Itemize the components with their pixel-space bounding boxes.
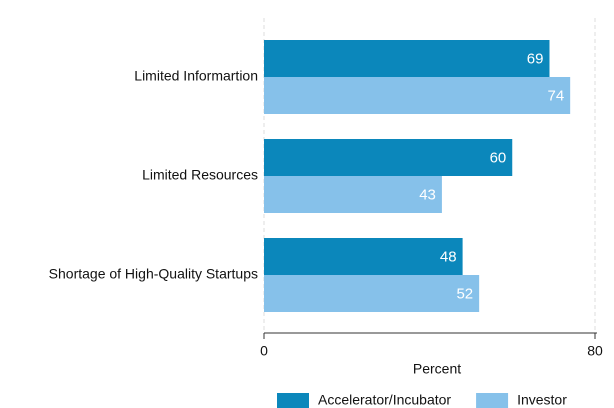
x-tick-label: 0 bbox=[260, 343, 268, 359]
legend-label: Investor bbox=[517, 392, 567, 408]
value-label: 43 bbox=[419, 186, 436, 203]
legend-swatch bbox=[476, 393, 509, 408]
bar bbox=[264, 238, 463, 275]
bar bbox=[264, 77, 571, 114]
y-tick-label: Limited Resources bbox=[142, 167, 258, 183]
value-label: 48 bbox=[440, 248, 457, 265]
value-label: 74 bbox=[547, 87, 564, 104]
x-tick-label: 80 bbox=[587, 343, 603, 359]
x-axis-label: Percent bbox=[413, 361, 461, 377]
value-label: 60 bbox=[490, 149, 507, 166]
bar bbox=[264, 40, 550, 77]
bar bbox=[264, 275, 480, 312]
bar bbox=[264, 176, 442, 213]
legend-label: Accelerator/Incubator bbox=[318, 392, 451, 408]
legend-swatch bbox=[277, 393, 309, 408]
y-tick-label: Limited Informartion bbox=[134, 68, 258, 84]
y-tick-label: Shortage of High-Quality Startups bbox=[49, 266, 258, 282]
value-label: 52 bbox=[456, 285, 473, 302]
value-label: 69 bbox=[527, 50, 544, 67]
bar bbox=[264, 139, 513, 176]
